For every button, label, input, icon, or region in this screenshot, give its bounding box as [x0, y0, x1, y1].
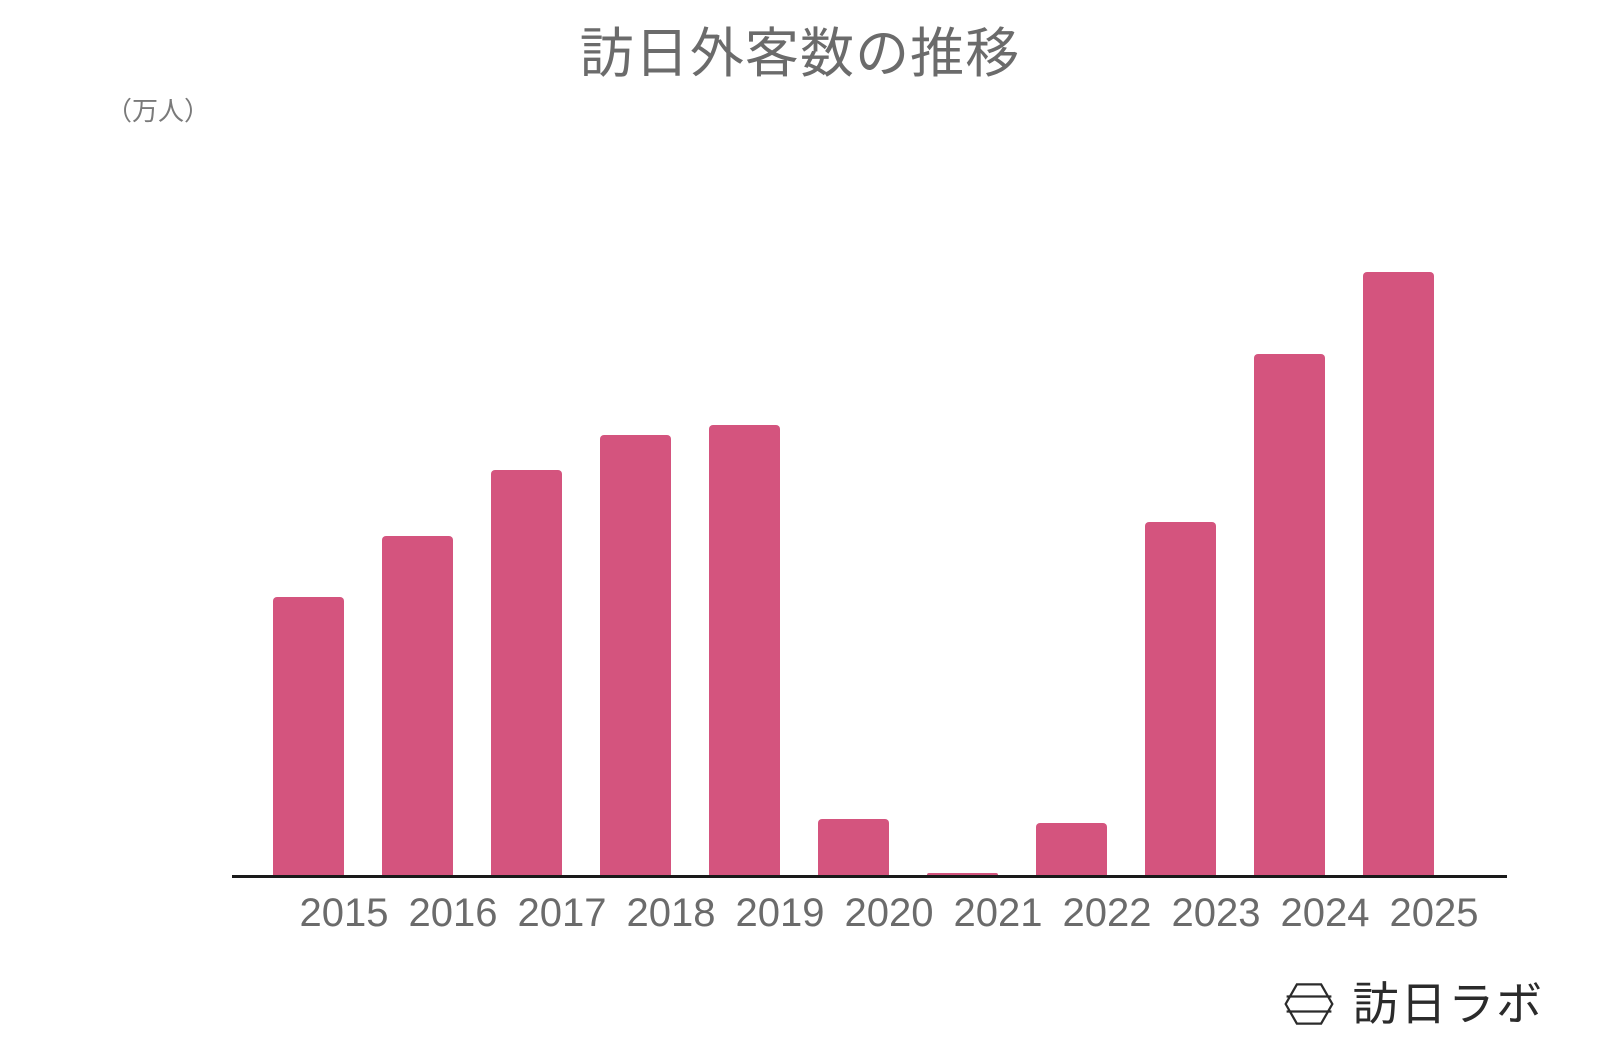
y-axis-unit-label: （万人） — [106, 96, 211, 126]
hexagon-logo-icon — [1284, 983, 1334, 1025]
x-axis: 2015 2016 2017 2018 2019 2020 2021 2022 2023 2024… — [232, 893, 1507, 953]
x-axis-tick-label: 2018 — [626, 891, 716, 935]
brand-logo[interactable]: 訪日ラボ — [1281, 976, 1544, 1032]
x-axis-tick-label: 2022 — [1062, 891, 1152, 935]
bar-2022[interactable] — [1036, 822, 1107, 877]
plot-area — [232, 168, 1507, 877]
bar-2019[interactable] — [709, 424, 780, 877]
x-axis-tick-label: 2015 — [299, 891, 389, 935]
bar-2020[interactable] — [818, 818, 889, 877]
x-axis-tick-label: 2017 — [517, 891, 607, 935]
x-axis-tick-label: 2021 — [953, 891, 1043, 935]
bar-2023[interactable] — [1145, 521, 1216, 877]
bar-2025[interactable] — [1363, 271, 1434, 877]
x-axis-line — [232, 875, 1507, 878]
x-axis-tick-label: 2020 — [844, 891, 934, 935]
chart-title: 訪日外客数の推移 — [579, 24, 1021, 84]
x-axis-tick-label: 2023 — [1171, 891, 1261, 935]
bar-2024[interactable] — [1254, 354, 1325, 877]
x-axis-tick-label: 2024 — [1280, 891, 1370, 935]
bar-2018[interactable] — [600, 434, 671, 877]
bar-2016[interactable] — [382, 536, 453, 877]
x-axis-tick-label: 2016 — [408, 891, 498, 935]
x-axis-tick-label: 2025 — [1389, 891, 1479, 935]
bar-2017[interactable] — [491, 470, 562, 877]
x-axis-tick-label: 2019 — [735, 891, 825, 935]
bar-2015[interactable] — [273, 597, 344, 877]
brand-logo-text: 訪日ラボ — [1352, 978, 1544, 1030]
y-axis: 5,0004,0003,0002,0001,0000 — [0, 0, 232, 1046]
bar-series — [232, 168, 1507, 877]
